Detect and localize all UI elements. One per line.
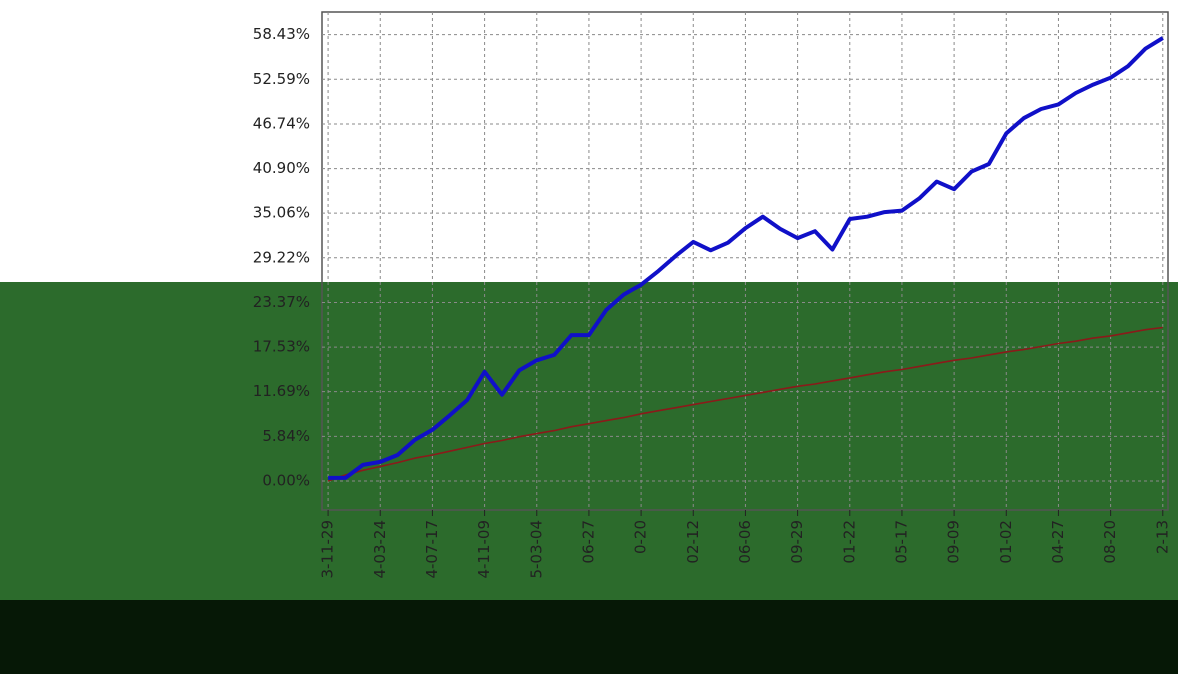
y-tick-label: 40.90%: [253, 159, 310, 177]
x-tick-label: 04-27: [1049, 520, 1067, 564]
x-tick-label: 09-29: [788, 520, 806, 564]
y-tick-label: 52.59%: [253, 70, 310, 88]
y-tick-label: 11.69%: [253, 382, 310, 400]
x-tick-label: 08-20: [1101, 520, 1119, 564]
y-tick-label: 35.06%: [253, 204, 310, 222]
x-tick-label: 3-11-29: [319, 520, 337, 579]
x-tick-label: 4-07-17: [423, 520, 441, 579]
x-tick-label: 2-13: [1153, 520, 1171, 554]
x-tick-label: 01-02: [997, 520, 1015, 564]
x-tick-label: 06-06: [736, 520, 754, 564]
y-tick-label: 58.43%: [253, 25, 310, 43]
y-tick-label: 0.00%: [262, 471, 310, 489]
x-tick-label: 5-03-04: [527, 520, 545, 579]
x-tick-label: 4-03-24: [371, 520, 389, 579]
x-tick-label: 06-27: [579, 520, 597, 564]
x-tick-label: 09-09: [945, 520, 963, 564]
bottom-band: [0, 600, 1178, 674]
x-tick-label: 4-11-09: [475, 520, 493, 579]
x-tick-label: 01-22: [840, 520, 858, 564]
chart: 0.00% 5.84% 11.69% 17.53% 23.37% 29.22% 35.06%…: [0, 0, 1178, 674]
y-tick-label: 17.53%: [253, 338, 310, 356]
y-tick-label: 29.22%: [253, 248, 310, 266]
x-tick-label: 05-17: [892, 520, 910, 564]
x-tick-label: 0-20: [632, 520, 650, 554]
y-tick-label: 5.84%: [262, 427, 310, 445]
y-tick-label: 23.37%: [253, 293, 310, 311]
y-tick-label: 46.74%: [253, 114, 310, 132]
x-tick-label: 02-12: [684, 520, 702, 564]
